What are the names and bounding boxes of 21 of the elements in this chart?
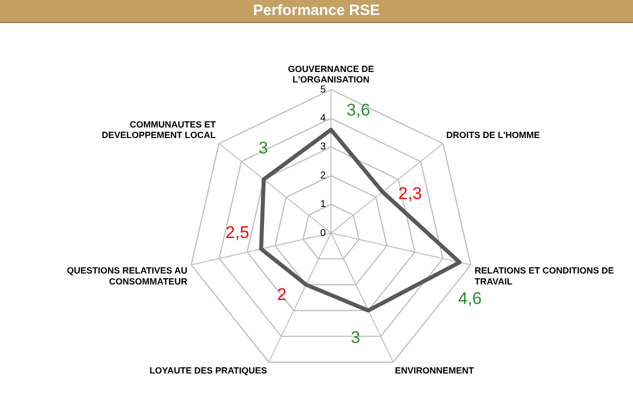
data-label: 2,5 — [226, 223, 250, 242]
y-tick-label: 0 — [320, 228, 326, 239]
y-tick-label: 2 — [320, 170, 326, 182]
y-tick-label: 5 — [320, 84, 326, 96]
data-label: 2 — [277, 284, 287, 304]
spoke-label: COMMUNAUTES ET DEVELOPPEMENT LOCAL — [102, 119, 216, 140]
y-tick-label: 4 — [320, 113, 326, 124]
data-label: 2,3 — [398, 184, 422, 204]
spoke-label: QUESTIONS RELATIVES AU CONSOMMATEUR — [66, 266, 188, 286]
spoke-label: GOUVERNANCE DE L'ORGANISATION — [288, 64, 374, 85]
data-label: 3,6 — [346, 100, 370, 120]
spoke-label: RELATIONS ET CONDITIONS DE TRAVAIL — [474, 266, 614, 286]
data-label: 4,6 — [458, 288, 482, 308]
chart-title: Performance RSE — [0, 0, 633, 23]
spoke-label: ENVIRONNEMENT — [394, 366, 474, 376]
data-label: 3 — [258, 138, 268, 158]
y-tick-label: 1 — [320, 199, 326, 210]
y-tick-label: 3 — [320, 142, 326, 153]
spoke-label: LOYAUTE DES PRATIQUES — [150, 366, 268, 376]
spoke-label: DROITS DE L'HOMME — [446, 130, 540, 140]
data-label: 3 — [350, 328, 360, 347]
